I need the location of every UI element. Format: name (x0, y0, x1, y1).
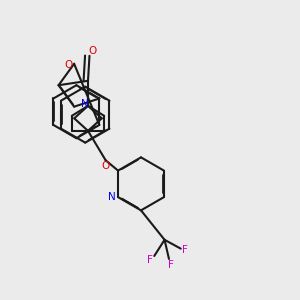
Text: O: O (65, 60, 73, 70)
Text: N: N (108, 192, 116, 202)
Text: O: O (88, 46, 97, 56)
Text: F: F (167, 260, 173, 270)
Text: N: N (81, 99, 88, 110)
Text: O: O (101, 160, 109, 171)
Text: F: F (147, 255, 153, 266)
Text: F: F (182, 245, 188, 255)
